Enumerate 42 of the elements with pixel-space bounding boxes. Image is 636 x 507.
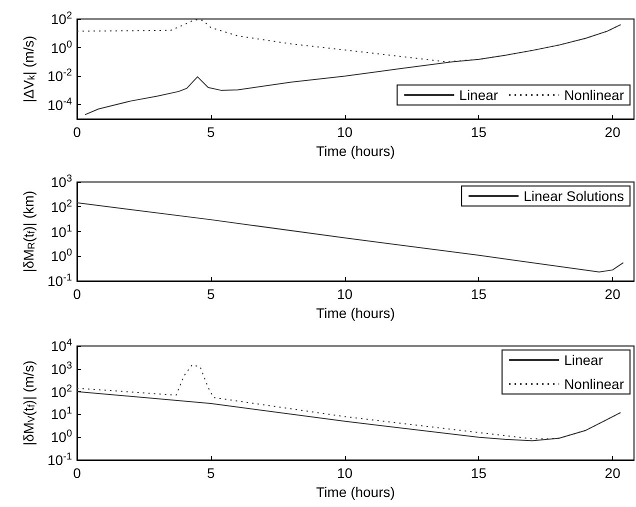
x-tick-label: 5: [206, 124, 215, 140]
x-tick-label: 10: [337, 465, 353, 481]
y-tick-label: 10$^{0}$: [50, 247, 72, 266]
x-tick-label: 20: [604, 124, 621, 140]
y-axis-title: |δMR(tf)| (km): [20, 190, 38, 272]
y-tick-label: 10$^{2}$: [50, 10, 72, 28]
legend-label: Linear Solutions: [524, 188, 624, 204]
x-tick-label: 20: [604, 465, 621, 481]
x-tick-label: 10: [337, 124, 353, 140]
x-tick-label: 10: [337, 286, 353, 302]
x-axis-title: Time (hours): [316, 484, 395, 500]
y-tick-label: 10$^{-1}$: [48, 451, 72, 469]
x-axis-title: Time (hours): [316, 142, 395, 159]
x-tick-label: 15: [470, 286, 487, 302]
x-tick-label: 20: [604, 286, 621, 302]
x-tick-label: 0: [73, 286, 82, 302]
x-tick-label: 5: [206, 286, 215, 302]
y-tick-label: 10$^{3}$: [50, 173, 72, 191]
y-tick-label: 10$^{4}$: [50, 337, 72, 355]
legend-label: Linear: [459, 87, 498, 103]
legend-label: Linear: [564, 352, 604, 368]
x-tick-label: 0: [73, 124, 82, 140]
y-tick-label: 10$^{-2}$: [48, 67, 72, 86]
x-axis-title: Time (hours): [316, 304, 395, 321]
y-tick-label: 10$^{0}$: [50, 428, 72, 446]
y-axis-title: |ΔVk| (m/s): [20, 36, 38, 102]
y-tick-label: 10$^{1}$: [50, 405, 72, 424]
y-tick-label: 10$^{2}$: [50, 382, 72, 401]
legend-label: Nonlinear: [564, 376, 624, 392]
x-tick-label: 5: [206, 465, 215, 481]
y-tick-label: 10$^{-4}$: [48, 96, 72, 114]
line-series: [76, 202, 624, 273]
legend-label: Nonlinear: [564, 87, 624, 103]
x-tick-label: 15: [470, 465, 487, 481]
y-tick-label: 10$^{0}$: [50, 38, 72, 57]
y-tick-label: 10$^{1}$: [50, 222, 72, 240]
y-tick-label: 10$^{-1}$: [48, 272, 72, 290]
y-axis-title: |δMV(tf)| (m/s): [20, 360, 38, 446]
y-tick-label: 10$^{3}$: [50, 360, 72, 378]
x-tick-label: 0: [73, 465, 82, 481]
y-tick-label: 10$^{2}$: [50, 198, 72, 216]
x-tick-label: 15: [470, 124, 487, 140]
